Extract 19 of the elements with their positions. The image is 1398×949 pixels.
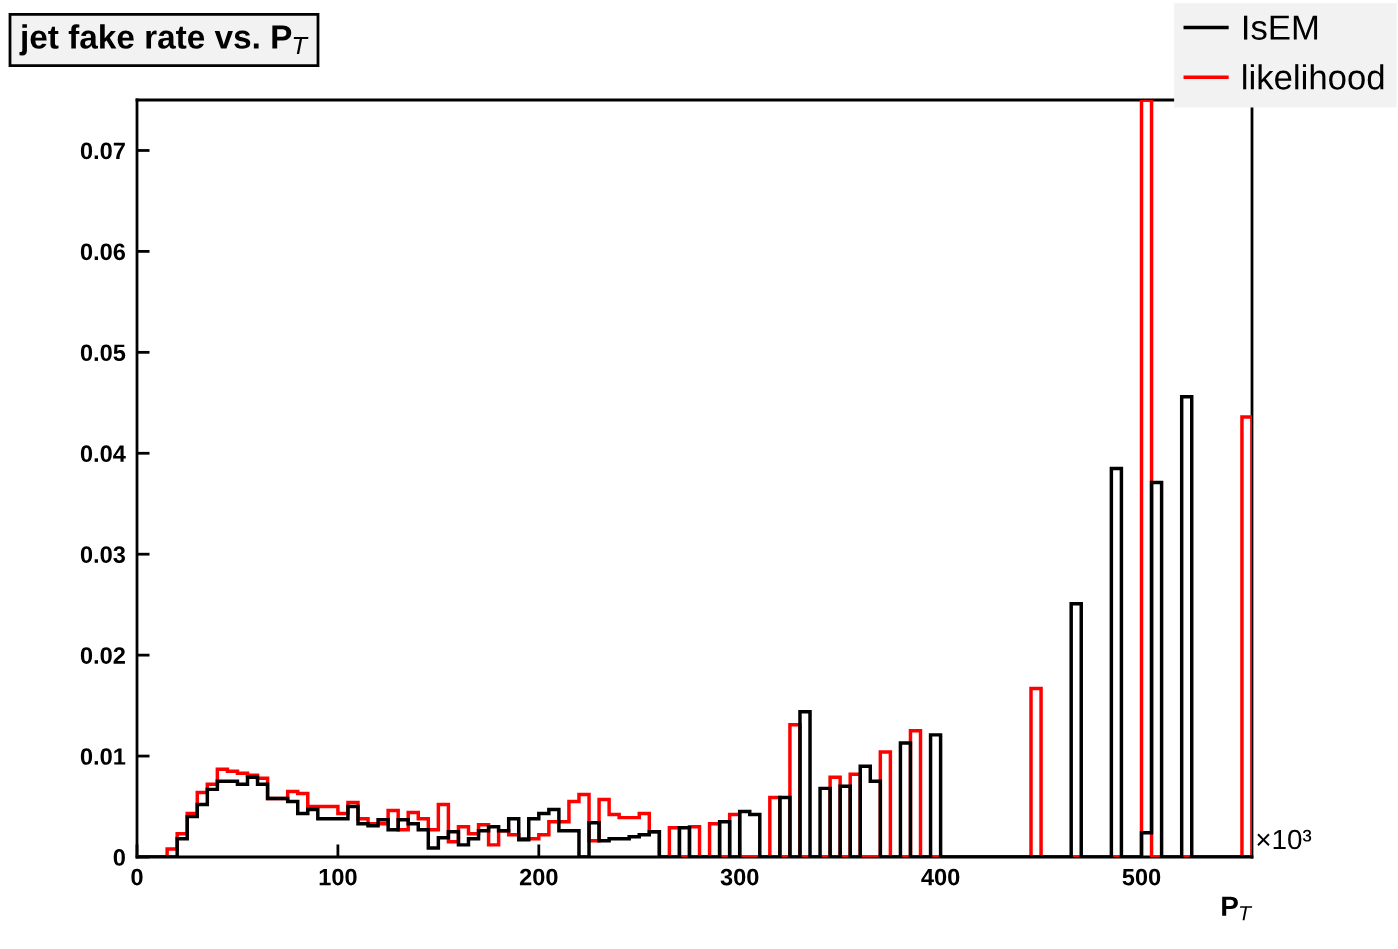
x-tick-label: 300 xyxy=(720,868,759,886)
legend-label: likelihood xyxy=(1243,64,1384,90)
x-tick-label: 0 xyxy=(131,868,143,886)
legend-label: IsEM xyxy=(1244,15,1318,40)
x-tick-label: 400 xyxy=(921,868,960,886)
y-tick-label: 0.07 xyxy=(80,142,125,160)
x-tick-label: 200 xyxy=(519,868,558,886)
x-tick-label: 500 xyxy=(1122,868,1161,886)
y-tick-label: 0.01 xyxy=(80,748,126,765)
x-tick-label: 100 xyxy=(319,868,357,886)
y-tick-label: 0.04 xyxy=(80,445,126,463)
y-tick-label: 0.02 xyxy=(80,647,125,664)
x-axis-title: P$_{T}$ xyxy=(1222,896,1253,921)
chart-title: jet fake rate vs. P$_{T}$ xyxy=(19,24,309,56)
y-tick-label: 0.06 xyxy=(80,243,126,261)
y-tick-label: 0.05 xyxy=(80,344,126,362)
text: ×10³ xyxy=(1257,829,1312,850)
y-tick-label: 0.03 xyxy=(80,546,126,564)
y-tick-label: 0 xyxy=(113,849,125,866)
